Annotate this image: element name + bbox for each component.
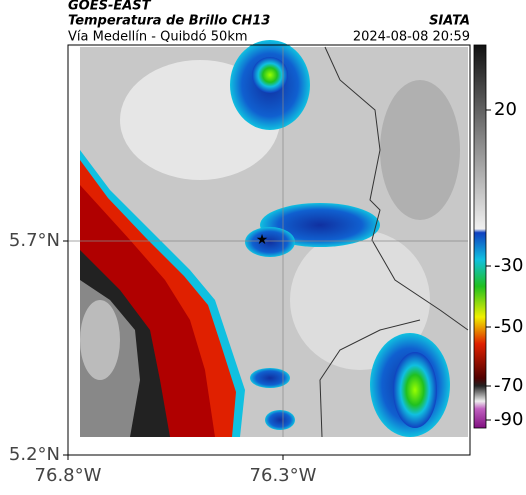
y-tick-label: 5.2°N — [9, 444, 60, 465]
satellite: GOES-EAST — [68, 0, 152, 14]
colorbar-tick-label: 20 — [494, 99, 517, 120]
route: Vía Medellín - Quibdó 50km — [68, 30, 248, 45]
ticks: 76.8°W 76.3°W 5.7°N 5.2°N 20 -30 -50 -70 -90 — [9, 99, 524, 486]
product: Temperatura de Brillo CH13 — [68, 14, 270, 29]
colorbar-tick-label: -50 — [494, 316, 523, 337]
source: SIATA — [429, 14, 470, 29]
colorbar-tick-label: -30 — [494, 255, 523, 276]
colorbar-tick-label: -70 — [494, 375, 523, 396]
map-frame — [67, 44, 471, 456]
x-tick-label: 76.8°W — [35, 465, 102, 486]
colorbar — [473, 44, 487, 429]
x-tick-label: 76.3°W — [250, 465, 317, 486]
colorbar-tick-label: -90 — [494, 409, 523, 430]
datetime: 2024-08-08 20:59 — [353, 30, 470, 45]
y-tick-label: 5.7°N — [9, 230, 60, 251]
satellite-image: ★ — [68, 40, 469, 438]
svg-text:★: ★ — [256, 232, 269, 248]
